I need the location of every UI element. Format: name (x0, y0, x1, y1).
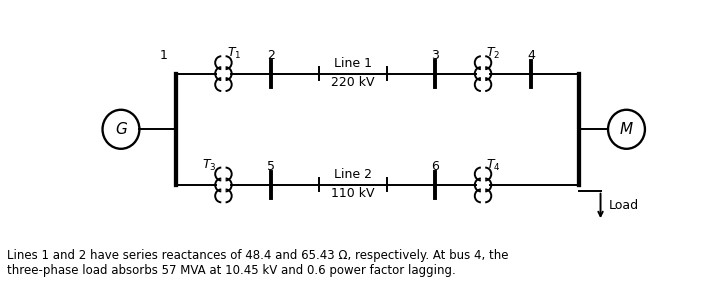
Text: Lines 1 and 2 have series reactances of 48.4 and 65.43 Ω, respectively. At bus 4: Lines 1 and 2 have series reactances of … (7, 249, 508, 277)
Text: $T_2$: $T_2$ (486, 46, 501, 61)
Text: 2: 2 (267, 49, 275, 62)
Text: M: M (620, 122, 633, 137)
Text: 5: 5 (267, 160, 275, 173)
Text: 4: 4 (527, 49, 535, 62)
Text: Load: Load (608, 199, 639, 212)
Text: G: G (115, 122, 127, 137)
Text: Line 2: Line 2 (334, 168, 372, 181)
Text: $T_4$: $T_4$ (486, 158, 501, 173)
Text: Line 1: Line 1 (334, 57, 372, 70)
Text: 110 kV: 110 kV (332, 187, 375, 200)
Text: 220 kV: 220 kV (332, 76, 375, 89)
Text: 3: 3 (431, 49, 439, 62)
Text: 6: 6 (431, 160, 439, 173)
Text: $T_1$: $T_1$ (227, 46, 241, 61)
Text: 1: 1 (160, 49, 168, 62)
Text: $T_3$: $T_3$ (202, 158, 217, 173)
